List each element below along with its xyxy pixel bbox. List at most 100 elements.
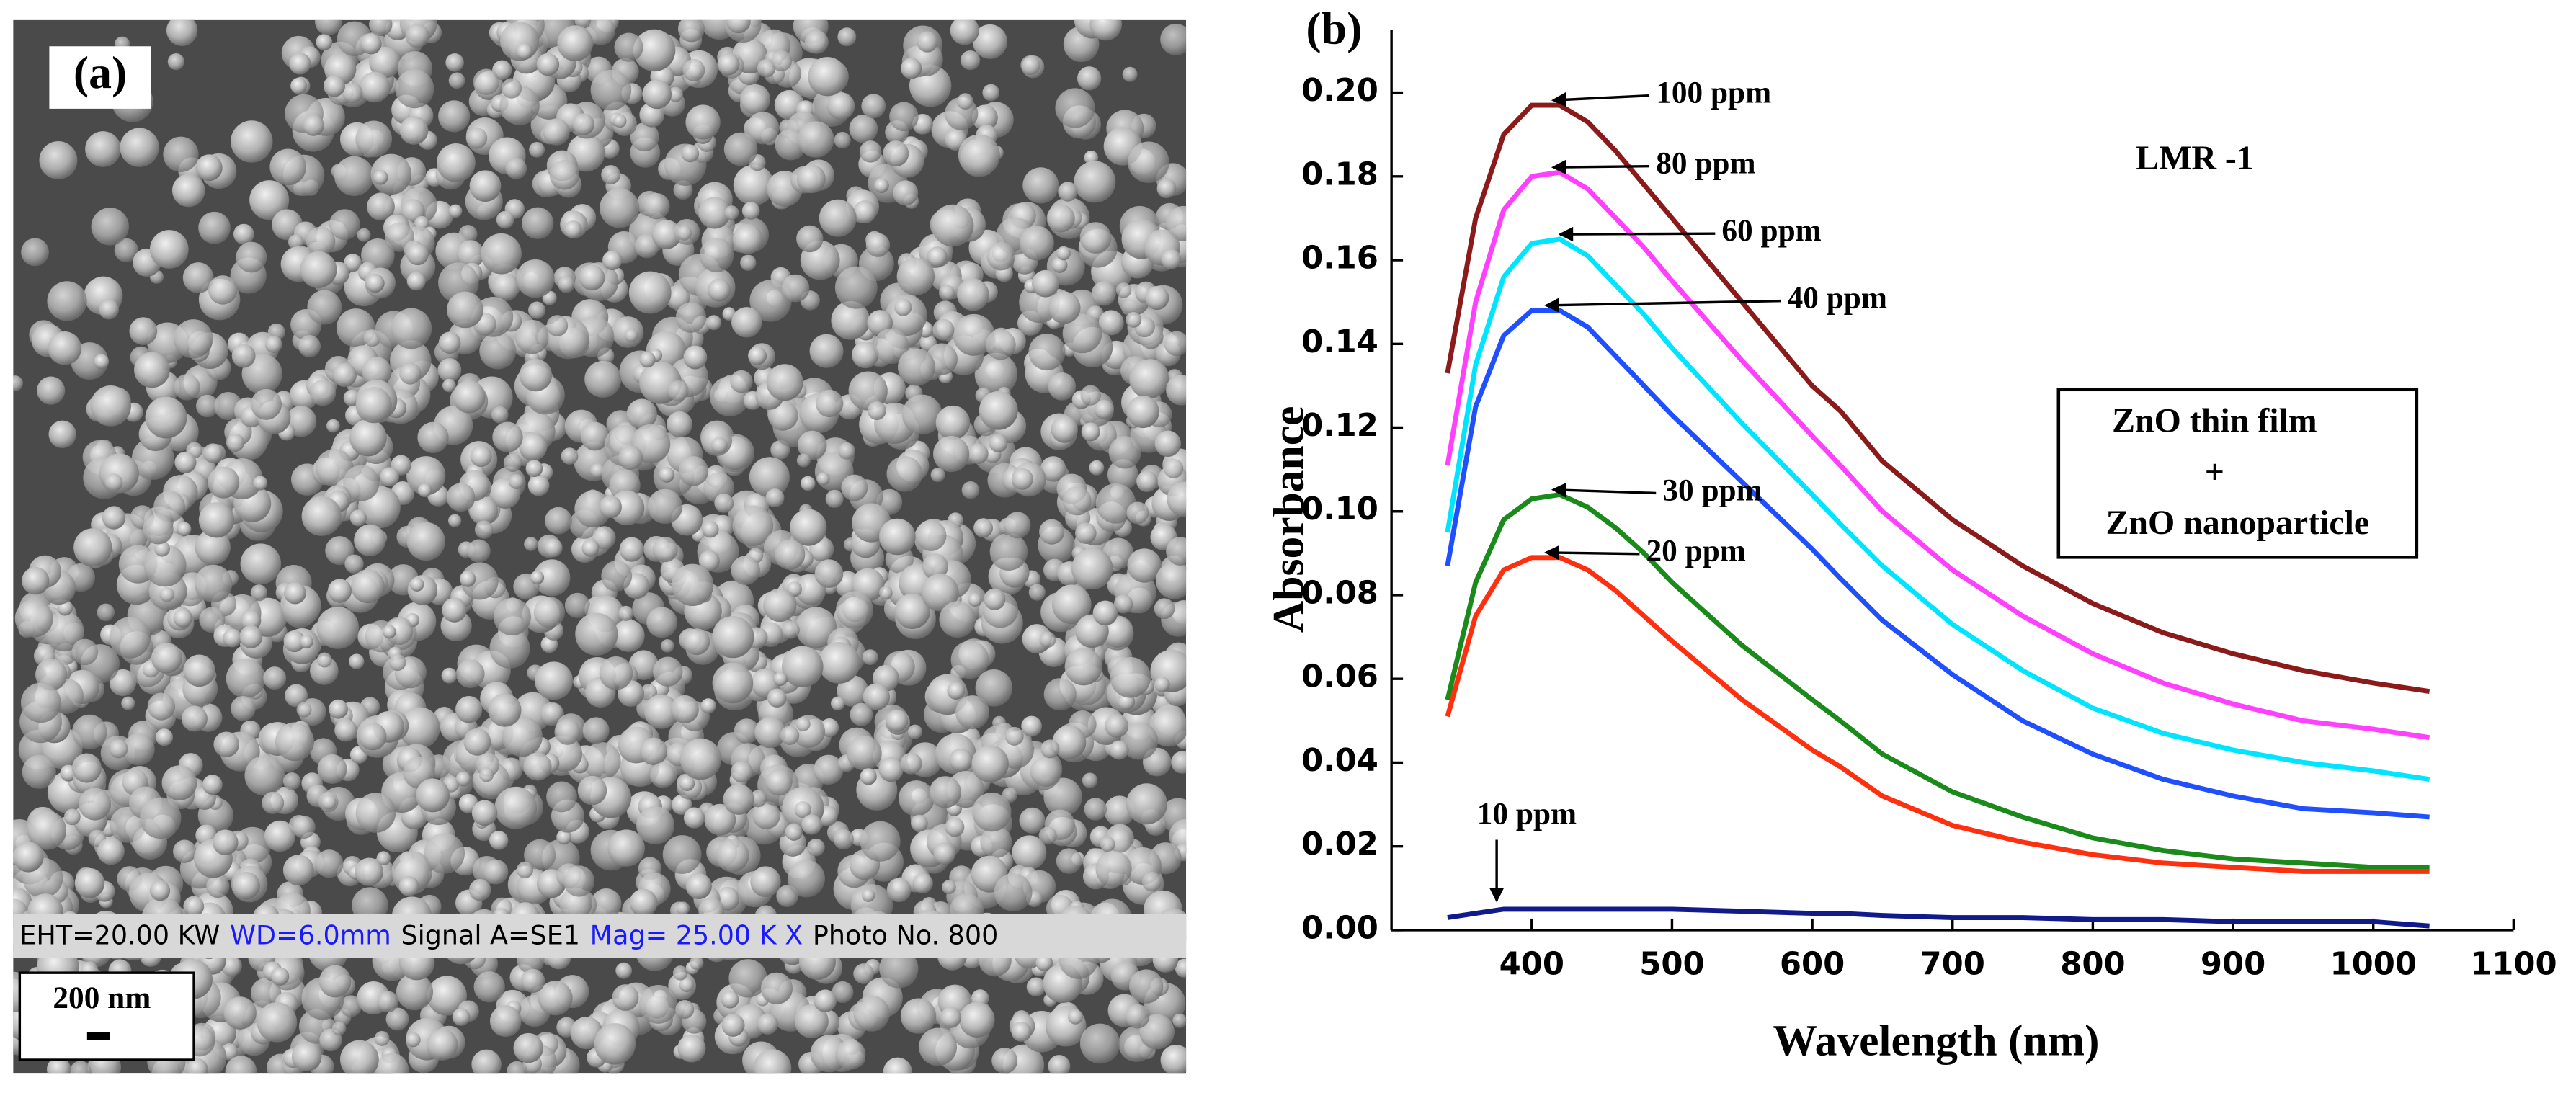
particle [549,160,580,190]
particle [491,273,520,301]
particle [785,823,803,841]
particle [151,642,182,674]
particle [837,27,857,47]
particle [825,489,844,508]
particle [714,493,734,513]
particle [13,375,23,392]
particle [1011,1022,1032,1042]
particle [406,272,426,291]
y-tick-label: 0.18 [1301,156,1378,192]
particle [730,370,753,393]
particle [801,814,822,835]
particle [509,473,525,489]
particle [455,695,483,723]
y-tick-label: 0.16 [1301,241,1378,277]
particle [707,278,731,302]
particle [1081,422,1100,442]
particle [1126,395,1159,429]
particle [712,662,754,704]
particle [483,859,509,885]
particle [522,207,554,239]
particle [767,688,787,708]
particle [775,539,806,570]
particle [1108,436,1141,469]
series-line [1445,169,2430,741]
y-tick-label: 0.00 [1301,910,1378,946]
particle [409,577,424,592]
particle [69,1061,92,1074]
particle [20,682,61,723]
particle [149,880,171,901]
particle [898,780,935,816]
particle [628,271,672,314]
particle [930,468,945,483]
label-arrow [1551,159,1650,175]
particle [102,506,126,530]
particle [236,241,267,273]
particle [679,977,694,993]
particle [1062,486,1092,516]
particle [602,250,623,271]
particle [1040,739,1060,759]
particle [515,43,533,60]
particle [615,962,633,979]
particle [795,607,837,648]
particle [437,358,462,383]
scale-label: 200 nm [53,981,151,1015]
particle [838,442,855,460]
particle [1004,726,1024,746]
particle [766,364,803,401]
particle [241,610,262,631]
particle [972,24,1007,59]
particle [629,888,658,917]
particle [731,307,762,338]
particle [507,1061,527,1074]
particle [159,587,174,602]
particle [181,705,208,732]
particle [183,654,215,687]
x-tick-label: 400 [1499,947,1564,983]
particle [194,564,233,603]
particle [94,354,110,370]
particle [836,591,874,629]
particle [853,963,874,984]
particle [1120,722,1159,760]
info-text: EHT=20.00 KW [19,919,220,950]
particle [282,772,301,790]
particle [316,34,333,50]
particle [1080,385,1101,406]
particle [284,581,306,605]
particle [893,180,919,206]
particle [315,19,342,35]
particle [683,628,710,656]
particle [474,520,494,540]
particle [716,839,749,873]
particle [343,254,362,272]
particle [396,973,434,1011]
particle [1095,483,1136,524]
particle [1175,958,1187,978]
particle [706,315,722,331]
particle [955,695,990,730]
particle [1160,1045,1187,1074]
particle [733,164,775,206]
particle [1128,141,1169,183]
particle [681,144,700,163]
particle [48,331,82,365]
particle [416,778,450,813]
particle [614,32,643,62]
particle [376,851,391,866]
particle [249,180,290,220]
particle [1089,19,1122,41]
particle [652,537,678,563]
particle [535,661,574,700]
particle [514,319,550,354]
particle [619,537,644,562]
particle [639,351,656,368]
particle [1062,313,1102,354]
particle [375,1053,409,1074]
particle [154,540,170,557]
particle [329,209,360,241]
particle [1043,777,1082,816]
particle [1048,372,1077,401]
